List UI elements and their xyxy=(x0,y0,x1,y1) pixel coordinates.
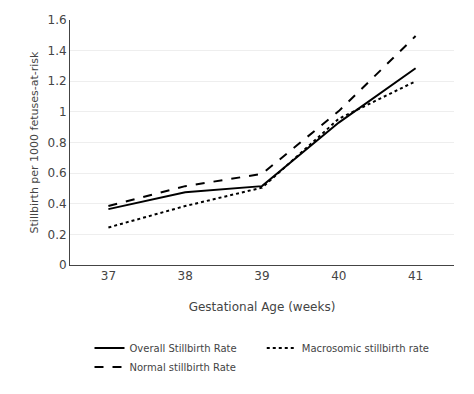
svg-text:Normal stillbirth Rate: Normal stillbirth Rate xyxy=(130,362,236,373)
svg-text:Macrosomic stillbirth rate: Macrosomic stillbirth rate xyxy=(302,343,429,354)
svg-text:1.4: 1.4 xyxy=(48,44,67,58)
svg-text:0.6: 0.6 xyxy=(48,166,67,180)
svg-text:1.2: 1.2 xyxy=(48,74,67,88)
svg-text:Gestational Age (weeks): Gestational Age (weeks) xyxy=(189,300,336,314)
svg-text:0.8: 0.8 xyxy=(48,136,67,150)
svg-text:Stillbirth per 1000 fetuses-at: Stillbirth per 1000 fetuses-at-risk xyxy=(28,51,41,234)
svg-text:1: 1 xyxy=(59,105,67,119)
svg-text:37: 37 xyxy=(101,269,116,283)
svg-text:0.4: 0.4 xyxy=(48,197,67,211)
svg-text:0.2: 0.2 xyxy=(48,228,67,242)
svg-text:0: 0 xyxy=(59,258,67,272)
svg-text:40: 40 xyxy=(331,269,346,283)
svg-text:Overall Stillbirth Rate: Overall Stillbirth Rate xyxy=(130,343,237,354)
svg-text:41: 41 xyxy=(408,269,423,283)
svg-text:1.6: 1.6 xyxy=(48,13,67,27)
svg-text:38: 38 xyxy=(178,269,193,283)
svg-text:39: 39 xyxy=(254,269,269,283)
